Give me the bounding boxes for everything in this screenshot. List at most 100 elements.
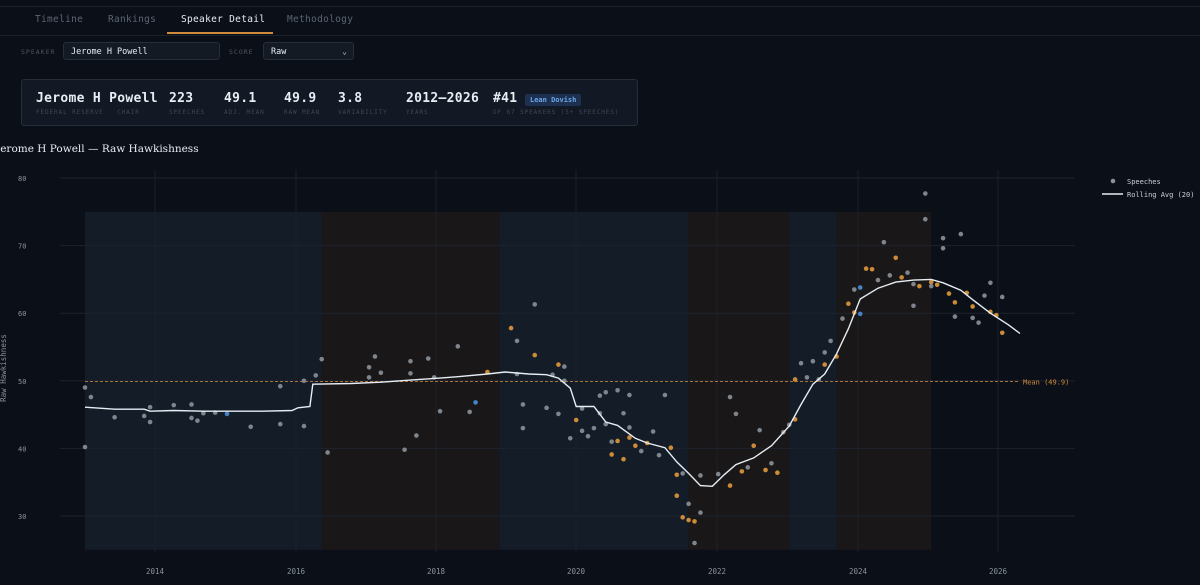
speech-point bbox=[999, 294, 1005, 300]
legend-rolling-label: Rolling Avg (20) bbox=[1127, 191, 1194, 199]
speech-point bbox=[822, 350, 828, 355]
speech-point bbox=[739, 469, 745, 474]
speech-point bbox=[698, 510, 703, 515]
speech-point bbox=[301, 423, 307, 429]
speech-point bbox=[532, 302, 538, 307]
tab-methodology[interactable]: Methodology bbox=[287, 14, 354, 25]
speech-point bbox=[573, 417, 579, 423]
tab-speaker-detail[interactable]: Speaker Detail bbox=[181, 14, 266, 25]
speech-point bbox=[609, 439, 614, 444]
speech-point bbox=[313, 373, 319, 378]
speaker-input[interactable]: Jerome H Powell bbox=[63, 42, 220, 60]
speech-point bbox=[248, 424, 253, 430]
speech-point bbox=[905, 270, 910, 275]
speech-point bbox=[402, 447, 407, 453]
variability-label: VARIABILITY bbox=[338, 109, 388, 116]
speech-point bbox=[544, 405, 549, 411]
speech-point bbox=[686, 501, 691, 507]
speech-point bbox=[692, 540, 697, 546]
speeches-label: SPEECHES bbox=[169, 109, 206, 116]
speech-point bbox=[952, 314, 958, 319]
legend-speeches-marker bbox=[1110, 178, 1116, 184]
stance-badge: Lean Dovish bbox=[525, 94, 582, 106]
speech-point bbox=[579, 428, 585, 434]
speech-point bbox=[633, 443, 638, 448]
speech-point bbox=[940, 235, 946, 241]
speech-point bbox=[414, 433, 419, 438]
speech-point bbox=[627, 425, 632, 430]
chart-title: Jerome H Powell — Raw Hawkishness bbox=[0, 143, 199, 155]
speech-point bbox=[224, 411, 230, 417]
speech-point bbox=[562, 364, 567, 369]
active-tab-indicator bbox=[167, 32, 273, 34]
speech-point bbox=[852, 287, 857, 292]
speech-point bbox=[846, 301, 851, 307]
speech-point bbox=[147, 404, 153, 410]
score-label: SCORE bbox=[229, 48, 254, 56]
speech-point bbox=[976, 320, 981, 325]
score-select-value: Raw bbox=[271, 47, 287, 57]
speech-point bbox=[923, 216, 928, 222]
speech-point bbox=[621, 456, 626, 462]
speech-point bbox=[899, 275, 904, 280]
speech-point bbox=[579, 406, 585, 411]
variability-value: 3.8 bbox=[338, 91, 363, 106]
years-label: YEARS bbox=[406, 109, 429, 116]
x-tick-label: 2026 bbox=[989, 567, 1008, 576]
speech-point bbox=[863, 266, 869, 271]
speech-point bbox=[408, 358, 413, 364]
speech-point bbox=[911, 303, 916, 309]
score-select[interactable]: Raw ⌄ bbox=[263, 42, 354, 60]
hawkishness-chart: Mean (49.9) 30 40 50 60 70 80 2014 2016 2018 2020… bbox=[0, 170, 1194, 576]
speech-point bbox=[727, 394, 733, 400]
speech-point bbox=[277, 383, 283, 389]
speech-point bbox=[147, 419, 153, 425]
speech-point bbox=[325, 450, 330, 455]
speech-point bbox=[940, 246, 946, 251]
speech-point bbox=[372, 354, 378, 359]
tab-rankings[interactable]: Rankings bbox=[108, 14, 157, 25]
x-tick-label: 2018 bbox=[427, 567, 446, 576]
speech-point bbox=[674, 493, 680, 499]
y-tick-label: 70 bbox=[18, 243, 26, 251]
speaker-label: SPEAKER bbox=[21, 48, 56, 56]
speech-point bbox=[621, 410, 626, 416]
speech-point bbox=[828, 338, 833, 344]
speech-point bbox=[982, 293, 987, 298]
speech-point bbox=[733, 411, 739, 417]
speech-point bbox=[319, 356, 325, 362]
speech-point bbox=[520, 425, 526, 431]
speech-point bbox=[857, 311, 863, 317]
speech-point bbox=[508, 325, 514, 331]
speech-point bbox=[88, 394, 94, 400]
rolling-average-line bbox=[84, 278, 1021, 488]
speech-point bbox=[911, 281, 916, 287]
y-tick-label: 50 bbox=[18, 378, 26, 386]
speech-point bbox=[763, 467, 768, 473]
speech-point bbox=[680, 515, 685, 520]
x-tick-label: 2014 bbox=[146, 567, 165, 576]
speech-point bbox=[946, 291, 952, 296]
speech-point bbox=[875, 277, 881, 283]
speech-point bbox=[408, 371, 413, 376]
speech-point bbox=[437, 408, 443, 414]
speech-point bbox=[141, 413, 147, 419]
speech-point bbox=[195, 418, 200, 423]
adj-mean-value: 49.1 bbox=[224, 91, 257, 106]
speech-point bbox=[680, 471, 685, 476]
speech-point bbox=[686, 517, 691, 523]
speech-point bbox=[751, 443, 757, 448]
speech-point bbox=[775, 470, 780, 476]
speech-point bbox=[988, 280, 993, 286]
speech-point bbox=[840, 316, 845, 321]
speech-point bbox=[887, 273, 893, 278]
raw-mean-label: RAW MEAN bbox=[284, 109, 321, 116]
speech-point bbox=[591, 425, 597, 431]
speech-point bbox=[650, 429, 656, 434]
speech-point bbox=[934, 282, 940, 288]
rank-label: OF 67 SPEAKERS (5+ SPEECHES) bbox=[493, 109, 620, 116]
chevron-down-icon: ⌄ bbox=[342, 47, 347, 56]
tab-timeline[interactable]: Timeline bbox=[35, 14, 84, 25]
speech-point bbox=[627, 435, 632, 440]
speech-point bbox=[615, 438, 620, 444]
